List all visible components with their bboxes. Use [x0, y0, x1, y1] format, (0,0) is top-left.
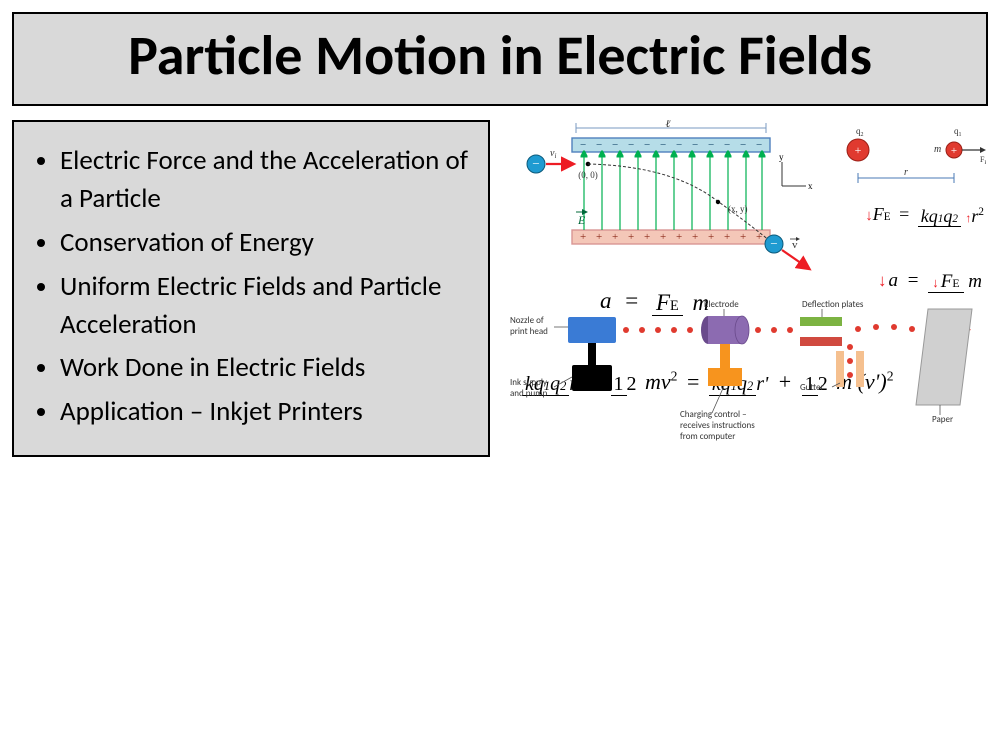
- svg-text:+: +: [660, 231, 666, 243]
- svg-text:q1: q1: [954, 126, 962, 138]
- list-item: Work Done in Electric Fields: [60, 349, 474, 387]
- svg-text:+: +: [676, 231, 682, 243]
- svg-text:+: +: [596, 231, 602, 243]
- svg-text:Paper: Paper: [932, 414, 953, 425]
- length-label: ℓ: [666, 120, 671, 130]
- svg-text:+: +: [855, 143, 862, 157]
- page-title: Particle Motion in Electric Fields: [34, 24, 966, 88]
- svg-text:E: E: [577, 213, 586, 227]
- svg-text:+: +: [644, 231, 650, 243]
- svg-text:−: −: [708, 139, 714, 151]
- svg-text:−: −: [756, 139, 762, 151]
- svg-text:Deflection plates: Deflection plates: [802, 299, 864, 310]
- list-item: Electric Force and the Acceleration of a…: [60, 142, 474, 218]
- svg-text:receives instructions: receives instructions: [680, 420, 755, 431]
- svg-text:x: x: [808, 181, 813, 191]
- list-item: Conservation of Energy: [60, 224, 474, 262]
- svg-text:−: −: [532, 156, 539, 171]
- svg-text:y: y: [779, 152, 784, 162]
- svg-text:Gutter: Gutter: [800, 382, 824, 393]
- svg-text:−: −: [644, 139, 650, 151]
- svg-text:r: r: [904, 167, 908, 178]
- svg-text:Electrode: Electrode: [704, 299, 739, 310]
- svg-text:−: −: [724, 139, 730, 151]
- svg-text:Nozzle of: Nozzle of: [510, 315, 544, 326]
- svg-text:+: +: [628, 231, 634, 243]
- svg-text:+: +: [756, 231, 762, 243]
- inkjet-diagram: Nozzle of print head Ink supply and pump…: [502, 287, 988, 457]
- svg-text:−: −: [770, 236, 777, 251]
- svg-text:−: −: [676, 139, 682, 151]
- coulomb-diagram: q2 + q1 m + FE r: [836, 124, 986, 204]
- coulomb-equation: ↓FE = kq1q2 ↑r2: [865, 204, 984, 225]
- svg-text:−: −: [596, 139, 602, 151]
- svg-text:−: −: [612, 139, 618, 151]
- svg-text:m: m: [934, 144, 941, 155]
- svg-text:−: −: [692, 139, 698, 151]
- svg-text:v: v: [792, 239, 798, 251]
- svg-text:vi: vi: [550, 148, 556, 160]
- svg-text:print head: print head: [510, 326, 548, 337]
- svg-text:+: +: [724, 231, 730, 243]
- svg-text:q2: q2: [856, 126, 864, 138]
- svg-text:+: +: [708, 231, 714, 243]
- list-item: Uniform Electric Fields and Particle Acc…: [60, 268, 474, 344]
- bullets-list: Electric Force and the Acceleration of a…: [42, 142, 474, 431]
- svg-text:+: +: [951, 145, 957, 157]
- svg-text:(0, 0): (0, 0): [578, 170, 598, 180]
- svg-text:−: −: [580, 139, 586, 151]
- svg-text:+: +: [580, 231, 586, 243]
- svg-text:FE: FE: [980, 155, 986, 166]
- svg-text:from computer: from computer: [680, 431, 735, 442]
- diagrams-area: ℓ −−−− −−−− −−−− ++++ ++++ ++++: [502, 120, 988, 457]
- title-panel: Particle Motion in Electric Fields: [12, 12, 988, 106]
- svg-text:+: +: [740, 231, 746, 243]
- svg-text:−: −: [628, 139, 634, 151]
- svg-text:−: −: [740, 139, 746, 151]
- svg-text:(x, y): (x, y): [728, 204, 748, 214]
- list-item: Application – Inkjet Printers: [60, 393, 474, 431]
- svg-text:and pump: and pump: [510, 388, 547, 399]
- svg-text:−: −: [660, 139, 666, 151]
- content-row: Electric Force and the Acceleration of a…: [12, 120, 988, 457]
- svg-text:+: +: [612, 231, 618, 243]
- svg-text:+: +: [692, 231, 698, 243]
- bullets-panel: Electric Force and the Acceleration of a…: [12, 120, 490, 457]
- parallel-plates-diagram: ℓ −−−− −−−− −−−− ++++ ++++ ++++: [506, 120, 816, 285]
- svg-text:Ink supply: Ink supply: [510, 377, 548, 388]
